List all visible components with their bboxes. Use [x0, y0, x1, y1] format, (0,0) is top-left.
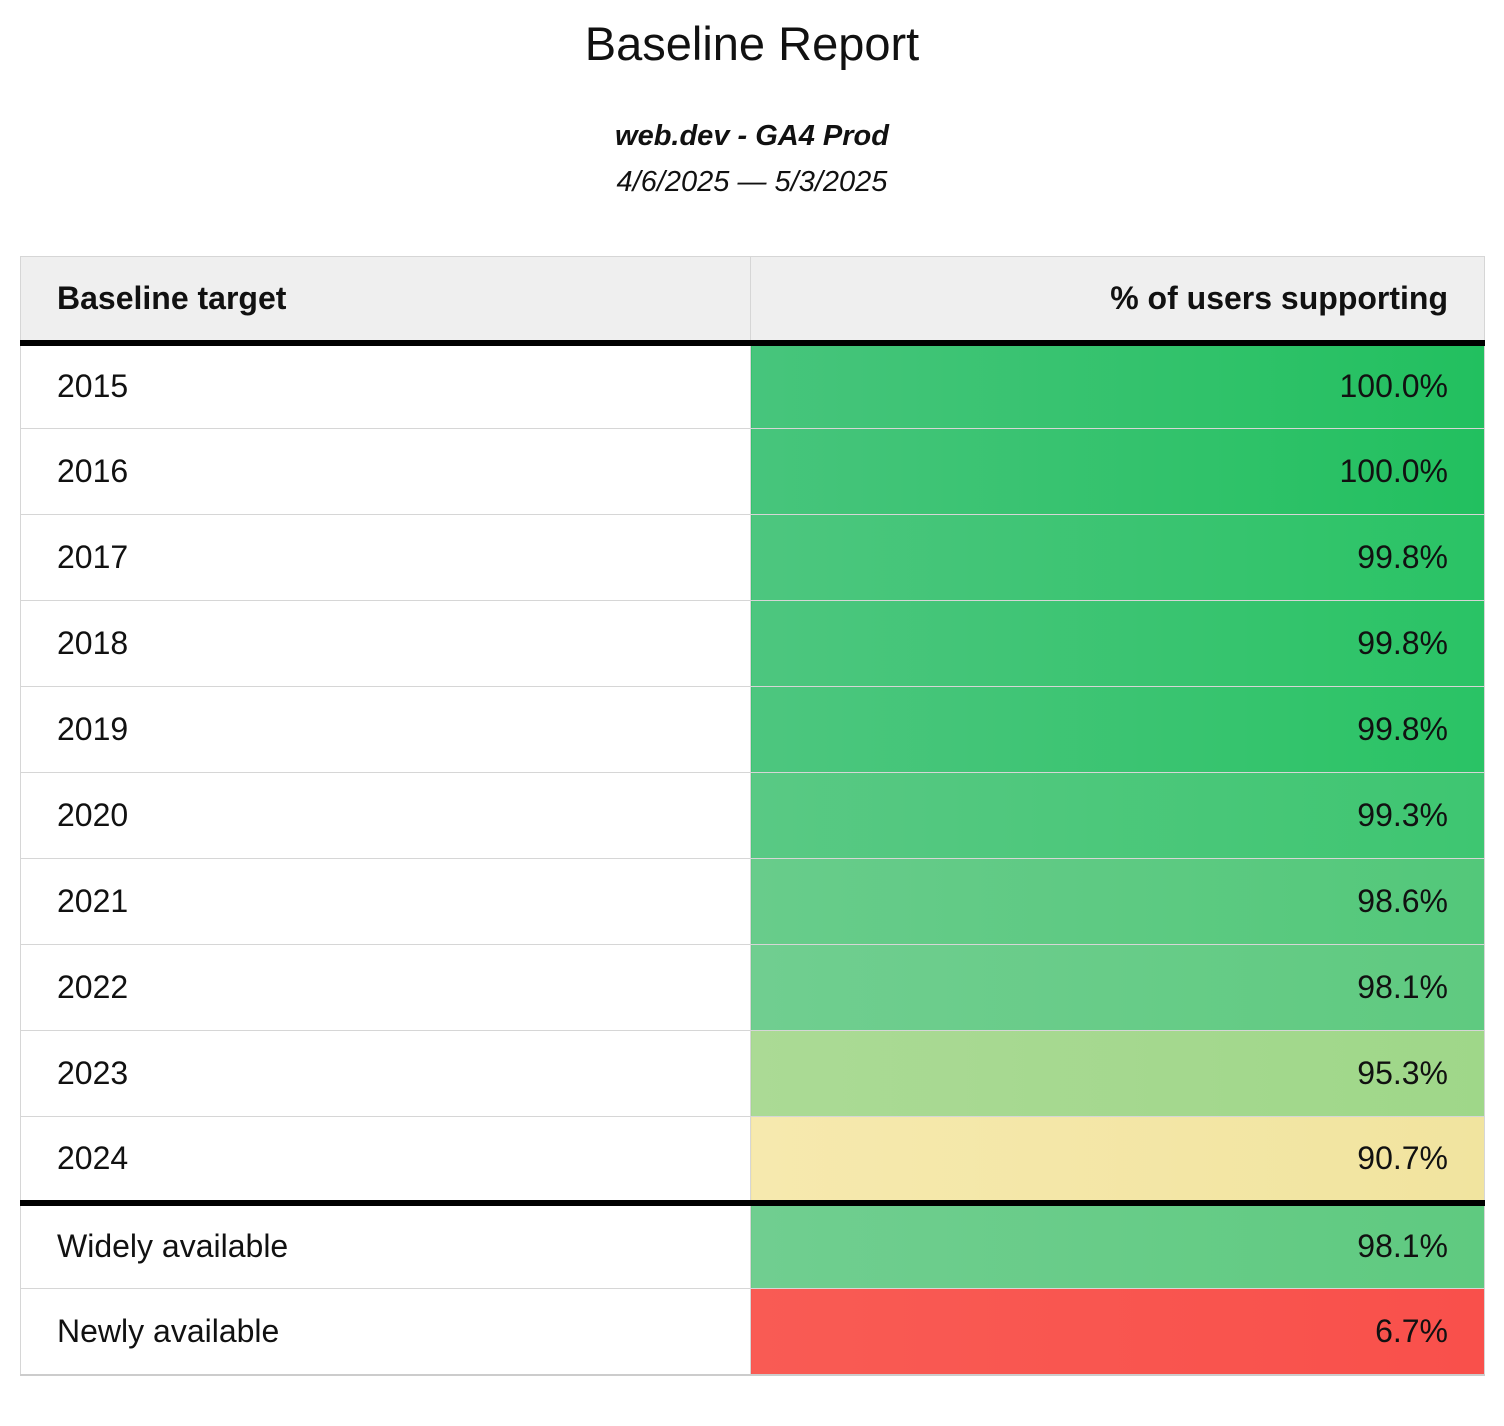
baseline-target-cell: Widely available [20, 1199, 751, 1289]
baseline-target-cell: 2015 [20, 342, 751, 429]
table-body: 2015 100.0% 2016 100.0% 2017 99.8% 2018 99.8% 20… [20, 342, 1485, 1376]
table-row: Newly available 6.7% [20, 1288, 1485, 1376]
percent-supporting-cell: 99.8% [750, 686, 1485, 773]
baseline-target-cell: 2018 [20, 600, 751, 687]
baseline-target-cell: 2019 [20, 686, 751, 773]
column-header-baseline-target: Baseline target [20, 256, 751, 346]
percent-supporting-cell: 98.1% [750, 1199, 1485, 1289]
table-row: 2016 100.0% [20, 428, 1485, 515]
table-row: 2017 99.8% [20, 514, 1485, 601]
table-row: 2023 95.3% [20, 1030, 1485, 1117]
baseline-target-cell: 2021 [20, 858, 751, 945]
column-header-percent-supporting: % of users supporting [750, 256, 1485, 346]
report-header: Baseline Report web.dev - GA4 Prod 4/6/2… [0, 0, 1504, 199]
percent-supporting-cell: 98.6% [750, 858, 1485, 945]
baseline-target-cell: 2023 [20, 1030, 751, 1117]
report-property-name: web.dev - GA4 Prod [615, 120, 889, 152]
table-row: 2020 99.3% [20, 772, 1485, 859]
table-header-row: Baseline target % of users supporting [20, 256, 1485, 346]
baseline-target-cell: 2020 [20, 772, 751, 859]
table-row: 2015 100.0% [20, 342, 1485, 429]
baseline-table: Baseline target % of users supporting 20… [20, 256, 1485, 1376]
baseline-target-cell: 2022 [20, 944, 751, 1031]
baseline-target-cell: Newly available [20, 1288, 751, 1376]
percent-supporting-cell: 100.0% [750, 342, 1485, 429]
table-row: Widely available 98.1% [20, 1199, 1485, 1289]
percent-supporting-cell: 99.8% [750, 514, 1485, 601]
baseline-target-cell: 2017 [20, 514, 751, 601]
percent-supporting-cell: 95.3% [750, 1030, 1485, 1117]
table-row: 2022 98.1% [20, 944, 1485, 1031]
table-row: 2019 99.8% [20, 686, 1485, 773]
table-header: Baseline target % of users supporting [20, 256, 1485, 346]
report-date-range: 4/6/2025 — 5/3/2025 [616, 166, 888, 198]
percent-supporting-cell: 98.1% [750, 944, 1485, 1031]
table-row: 2021 98.6% [20, 858, 1485, 945]
percent-supporting-cell: 90.7% [750, 1116, 1485, 1203]
percent-supporting-cell: 100.0% [750, 428, 1485, 515]
table-row: 2024 90.7% [20, 1116, 1485, 1203]
page-title: Baseline Report [584, 17, 920, 70]
percent-supporting-cell: 99.8% [750, 600, 1485, 687]
percent-supporting-cell: 6.7% [750, 1288, 1485, 1376]
baseline-target-cell: 2024 [20, 1116, 751, 1203]
table-row: 2018 99.8% [20, 600, 1485, 687]
percent-supporting-cell: 99.3% [750, 772, 1485, 859]
baseline-target-cell: 2016 [20, 428, 751, 515]
